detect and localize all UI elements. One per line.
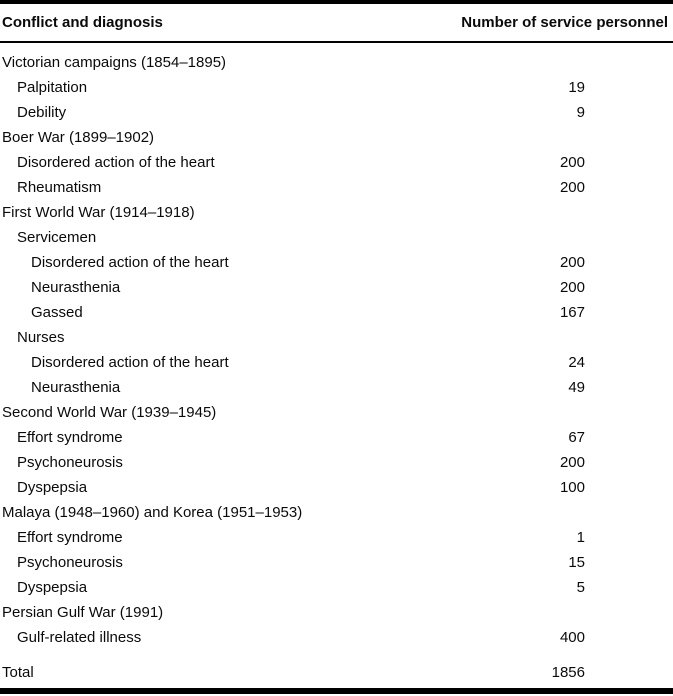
row-value: 1 <box>576 529 585 546</box>
row-value <box>473 225 673 250</box>
row-value <box>473 325 673 350</box>
row-label: First World War (1914–1918) <box>2 204 195 221</box>
row-label: Disordered action of the heart <box>31 354 229 371</box>
table-bottom-rule <box>0 688 673 694</box>
table-row: Second World War (1939–1945) <box>0 400 673 425</box>
row-label: Neurasthenia <box>31 279 121 296</box>
table-row: Neurasthenia 49 <box>0 375 673 400</box>
total-value: 1856 <box>551 664 585 681</box>
row-value <box>473 600 673 625</box>
row-value: 167 <box>559 304 585 321</box>
row-value: 400 <box>559 629 585 646</box>
row-label: Gassed <box>31 304 83 321</box>
table-row: Rheumatism 200 <box>0 175 673 200</box>
row-label: Psychoneurosis <box>17 554 123 571</box>
row-label: Gulf-related illness <box>17 629 142 646</box>
table-row: Effort syndrome 1 <box>0 525 673 550</box>
table-row: Palpitation 19 <box>0 75 673 100</box>
row-value <box>473 200 673 225</box>
row-label: Debility <box>17 104 67 121</box>
row-label: Effort syndrome <box>17 429 123 446</box>
table-row: Gassed 167 <box>0 300 673 325</box>
row-label: Disordered action of the heart <box>17 154 215 171</box>
row-label: Second World War (1939–1945) <box>2 404 217 421</box>
row-label: Persian Gulf War (1991) <box>2 604 164 621</box>
row-value: 200 <box>559 179 585 196</box>
table-row: Dyspepsia 5 <box>0 575 673 600</box>
table-row: Victorian campaigns (1854–1895) <box>0 50 673 75</box>
table-body: Victorian campaigns (1854–1895) Palpitati… <box>0 43 673 650</box>
row-value: 15 <box>568 554 585 571</box>
row-label: Neurasthenia <box>31 379 121 396</box>
table-row: Disordered action of the heart 24 <box>0 350 673 375</box>
column-header-number-of-service-personnel: Number of service personnel <box>461 14 668 31</box>
table-row: Disordered action of the heart 200 <box>0 150 673 175</box>
table-row: Effort syndrome 67 <box>0 425 673 450</box>
row-label: Effort syndrome <box>17 529 123 546</box>
table-row: Psychoneurosis 200 <box>0 450 673 475</box>
row-value: 5 <box>576 579 585 596</box>
row-label: Servicemen <box>17 229 97 246</box>
row-label: Dyspepsia <box>17 479 88 496</box>
table-row: Malaya (1948–1960) and Korea (1951–1953) <box>0 500 673 525</box>
total-label: Total <box>2 664 34 681</box>
table-row: Boer War (1899–1902) <box>0 125 673 150</box>
table-row: Nurses <box>0 325 673 350</box>
row-value: 200 <box>559 154 585 171</box>
table-row: Dyspepsia 100 <box>0 475 673 500</box>
row-value: 24 <box>568 354 585 371</box>
row-label: Nurses <box>17 329 65 346</box>
row-value: 19 <box>568 79 585 96</box>
row-label: Rheumatism <box>17 179 102 196</box>
table-row: Servicemen <box>0 225 673 250</box>
table-top-rule <box>0 0 673 4</box>
table-header-row: Conflict and diagnosis Number of service… <box>0 4 673 41</box>
table-row: Psychoneurosis 15 <box>0 550 673 575</box>
row-value <box>473 125 673 150</box>
row-value: 200 <box>559 454 585 471</box>
row-value: 100 <box>559 479 585 496</box>
row-value: 67 <box>568 429 585 446</box>
table-row: Disordered action of the heart 200 <box>0 250 673 275</box>
row-value: 200 <box>559 254 585 271</box>
table-row: Persian Gulf War (1991) <box>0 600 673 625</box>
table-row: First World War (1914–1918) <box>0 200 673 225</box>
row-label: Psychoneurosis <box>17 454 123 471</box>
row-label: Victorian campaigns (1854–1895) <box>2 54 227 71</box>
row-value: 9 <box>576 104 585 121</box>
header-divider-rule <box>0 41 673 43</box>
row-label: Dyspepsia <box>17 579 88 596</box>
row-label: Disordered action of the heart <box>31 254 229 271</box>
row-label: Palpitation <box>17 79 88 96</box>
table-row: Neurasthenia 200 <box>0 275 673 300</box>
table-row: Gulf-related illness 400 <box>0 625 673 650</box>
table-row: Debility 9 <box>0 100 673 125</box>
total-row: Total 1856 <box>0 660 673 685</box>
row-value <box>473 400 673 425</box>
row-label: Boer War (1899–1902) <box>2 129 155 146</box>
row-value <box>473 50 673 75</box>
row-value: 200 <box>559 279 585 296</box>
row-value: 49 <box>568 379 585 396</box>
row-label: Malaya (1948–1960) and Korea (1951–1953) <box>2 504 303 521</box>
row-value <box>473 500 673 525</box>
column-header-conflict-and-diagnosis: Conflict and diagnosis <box>2 14 163 31</box>
